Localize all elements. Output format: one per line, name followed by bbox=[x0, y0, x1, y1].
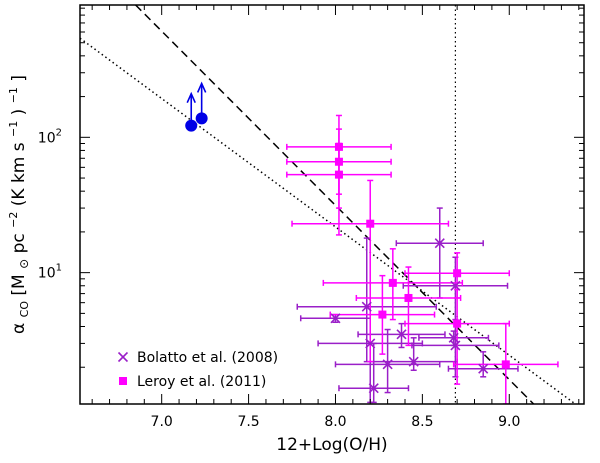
legend: Bolatto et al. (2008) Leroy et al. (2011… bbox=[117, 350, 278, 390]
limit-marker bbox=[185, 119, 198, 132]
y-label-tail: pc bbox=[9, 233, 29, 253]
leroy-point bbox=[334, 170, 343, 179]
y-tick-label: 101 bbox=[38, 263, 62, 282]
y-label-exp3: −1 bbox=[7, 87, 20, 103]
limit-arrow-head bbox=[196, 81, 207, 93]
bolatto-point bbox=[448, 332, 459, 343]
bolatto-point bbox=[450, 280, 461, 291]
legend-square-marker bbox=[119, 377, 127, 385]
bolatto-point bbox=[408, 356, 419, 367]
legend-marker-leroy bbox=[119, 377, 127, 385]
bolatto-point bbox=[365, 338, 376, 349]
x-axis-label: 12+Log(O/H) bbox=[276, 435, 387, 455]
y-label-mid: (K km s bbox=[9, 142, 29, 206]
y-label-sub: CO bbox=[18, 301, 31, 318]
y-label-close: ] bbox=[9, 75, 29, 82]
y-label-alpha: α bbox=[9, 323, 29, 334]
x-tick-label: 7.5 bbox=[237, 414, 259, 430]
legend-marker-bolatto bbox=[117, 351, 129, 363]
plot-frame bbox=[79, 4, 585, 405]
bolatto-point bbox=[330, 313, 341, 324]
axis-tick-labels: 7.0 7.5 8.0 8.5 9.0 101 102 bbox=[38, 127, 521, 430]
lower-limit-point bbox=[185, 91, 198, 132]
bolatto-point bbox=[382, 359, 393, 370]
lower-limit-point bbox=[195, 81, 208, 125]
bolatto-point bbox=[361, 301, 372, 312]
y-label-end: ) bbox=[9, 109, 29, 116]
leroy-point bbox=[388, 278, 397, 287]
legend-x-marker bbox=[117, 351, 129, 363]
leroy-point bbox=[453, 319, 462, 328]
x-tick-label: 8.0 bbox=[324, 414, 346, 430]
x-tick-label: 8.5 bbox=[411, 414, 433, 430]
leroy-point bbox=[334, 142, 343, 151]
leroy-point bbox=[453, 269, 462, 278]
error-bars bbox=[338, 342, 410, 404]
axis-ticks bbox=[80, 5, 584, 404]
y-tick-label: 102 bbox=[38, 127, 62, 146]
bolatto-point bbox=[434, 238, 445, 249]
y-label-exp2: −1 bbox=[7, 121, 20, 137]
error-bars bbox=[404, 288, 511, 385]
leroy-point bbox=[378, 310, 387, 319]
leroy-point bbox=[366, 219, 375, 228]
legend-label-leroy: Leroy et al. (2011) bbox=[137, 374, 266, 390]
series-layer bbox=[185, 81, 559, 404]
x-tick-label: 7.0 bbox=[151, 414, 173, 430]
limit-arrow-head bbox=[186, 91, 196, 104]
error-bars bbox=[402, 256, 509, 321]
y-label-exp1: −2 bbox=[7, 212, 20, 228]
y-axis-label: α CO [M ⊙ pc −2 (K km s −1 ) −1 ] bbox=[2, 75, 33, 334]
bolatto-point bbox=[368, 383, 379, 394]
bolatto-point bbox=[396, 329, 407, 340]
bolatto-point bbox=[450, 340, 461, 351]
bolatto-point bbox=[478, 363, 489, 374]
x-tick-label: 9.0 bbox=[498, 414, 520, 430]
limit-marker bbox=[195, 112, 208, 125]
leroy-point bbox=[404, 293, 413, 302]
leroy-point bbox=[334, 157, 343, 166]
y-label-sun: ⊙ bbox=[17, 259, 31, 269]
error-bars bbox=[286, 142, 392, 236]
leroy-point bbox=[501, 360, 510, 369]
y-label-rest: [M bbox=[9, 274, 29, 295]
dotted-reference-line bbox=[80, 37, 576, 404]
legend-label-bolatto: Bolatto et al. (2008) bbox=[137, 350, 278, 366]
error-bars bbox=[395, 207, 484, 299]
